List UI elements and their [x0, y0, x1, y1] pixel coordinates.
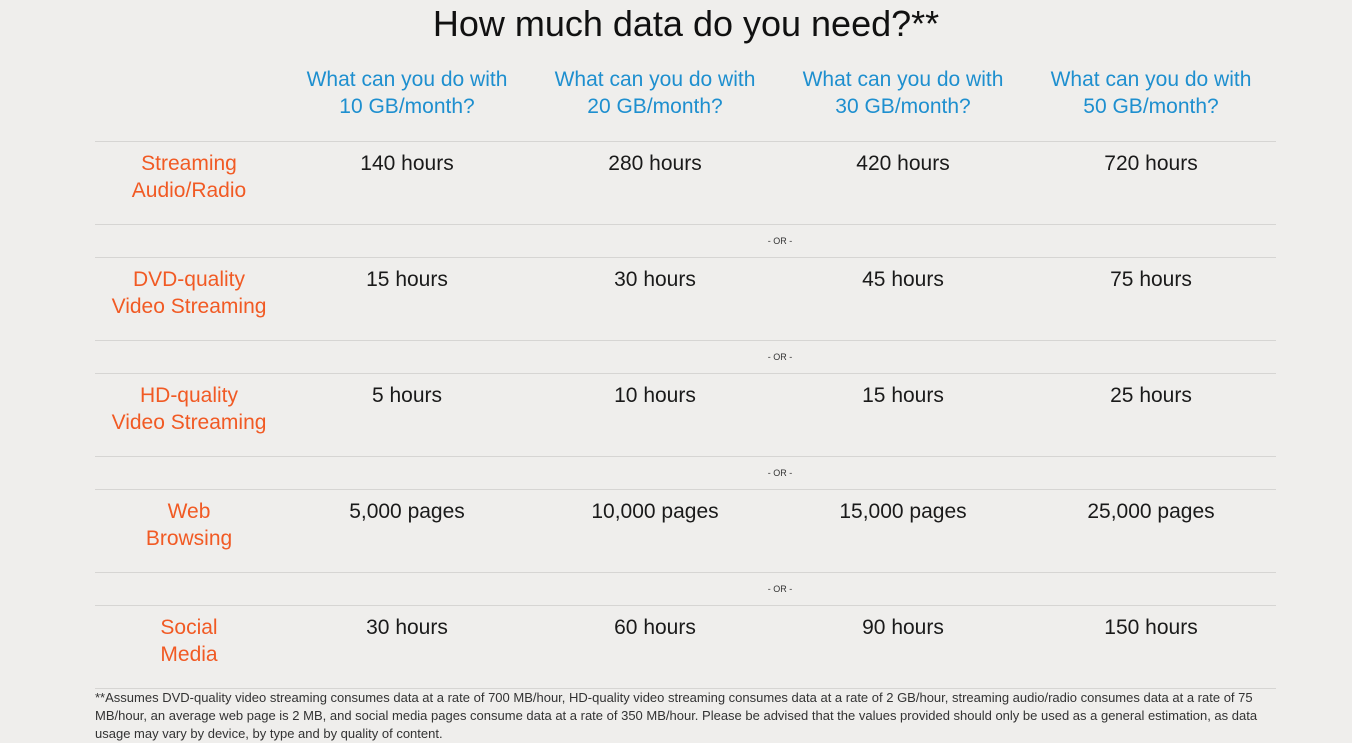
or-separator: - OR -: [767, 468, 793, 478]
row-label-line: Streaming: [141, 152, 237, 175]
row-label-line: Browsing: [145, 527, 233, 550]
row-label: Web Browsing: [95, 498, 283, 552]
divider: [95, 605, 1276, 606]
table-row-streaming-audio: Streaming Audio/Radio 140 hours 280 hour…: [0, 142, 1352, 224]
row-label: Streaming Audio/Radio: [95, 150, 283, 204]
or-separator: - OR -: [767, 236, 793, 246]
divider: [95, 373, 1276, 374]
table-cell: 60 hours: [614, 616, 696, 639]
table-cell: 5 hours: [371, 384, 443, 407]
column-header-10gb: What can you do with 10 GB/month?: [283, 66, 531, 120]
row-label-line: HD-quality: [139, 384, 239, 407]
table-cell: 45 hours: [862, 268, 944, 291]
row-label-line: Video Streaming: [111, 411, 267, 434]
table-cell: 15,000 pages: [839, 500, 967, 523]
column-header-line: What can you do with: [306, 68, 508, 91]
row-label-line: Media: [160, 643, 218, 666]
table-cell: 150 hours: [1104, 616, 1198, 639]
or-separator: - OR -: [767, 352, 793, 362]
row-label-line: Audio/Radio: [131, 179, 247, 202]
row-label: HD-quality Video Streaming: [95, 382, 283, 436]
row-label-line: Video Streaming: [111, 295, 267, 318]
table-cell: 15 hours: [366, 268, 448, 291]
divider: [95, 224, 1276, 225]
divider: [95, 456, 1276, 457]
table-row-social-media: Social Media 30 hours 60 hours 90 hours …: [0, 606, 1352, 688]
table-row-hd-video: HD-quality Video Streaming 5 hours 10 ho…: [0, 374, 1352, 456]
column-header-plan: 10 GB/month?: [339, 95, 475, 118]
table-cell: 30 hours: [614, 268, 696, 291]
table-cell: 15 hours: [862, 384, 944, 407]
row-label-line: Web: [167, 500, 211, 523]
column-header-plan: 50 GB/month?: [1083, 95, 1219, 118]
row-label: DVD-quality Video Streaming: [95, 266, 283, 320]
or-separator: - OR -: [767, 584, 793, 594]
divider: [95, 340, 1276, 341]
table-cell: 75 hours: [1110, 268, 1192, 291]
table-cell: 25,000 pages: [1087, 500, 1215, 523]
column-header-plan: 30 GB/month?: [835, 95, 971, 118]
column-header-line: What can you do with: [554, 68, 756, 91]
table-cell: 5,000 pages: [349, 500, 465, 523]
row-label-line: DVD-quality: [132, 268, 246, 291]
table-row-web-browsing: Web Browsing 5,000 pages 10,000 pages 15…: [0, 490, 1352, 572]
column-header-50gb: What can you do with 50 GB/month?: [1027, 66, 1275, 120]
table-cell: 10,000 pages: [591, 500, 719, 523]
table-cell: 30 hours: [366, 616, 448, 639]
table-cell: 90 hours: [862, 616, 944, 639]
row-label: Social Media: [95, 614, 283, 668]
table-cell: 420 hours: [856, 152, 950, 175]
table-cell: 10 hours: [614, 384, 696, 407]
divider: [95, 688, 1276, 689]
column-header-line: What can you do with: [1050, 68, 1252, 91]
row-label-line: Social: [160, 616, 218, 639]
page-title: How much data do you need?**: [432, 3, 940, 44]
footnote: **Assumes DVD-quality video streaming co…: [95, 690, 1258, 741]
divider: [95, 572, 1276, 573]
column-headers: What can you do with 10 GB/month? What c…: [0, 66, 1352, 126]
table-cell: 280 hours: [608, 152, 702, 175]
divider: [95, 141, 1276, 142]
table-cell: 140 hours: [360, 152, 454, 175]
table-cell: 720 hours: [1104, 152, 1198, 175]
table-cell: 25 hours: [1110, 384, 1192, 407]
table-row-dvd-video: DVD-quality Video Streaming 15 hours 30 …: [0, 258, 1352, 340]
column-header-line: What can you do with: [802, 68, 1004, 91]
column-header-30gb: What can you do with 30 GB/month?: [779, 66, 1027, 120]
divider: [95, 257, 1276, 258]
column-header-20gb: What can you do with 20 GB/month?: [531, 66, 779, 120]
divider: [95, 489, 1276, 490]
column-header-plan: 20 GB/month?: [587, 95, 723, 118]
